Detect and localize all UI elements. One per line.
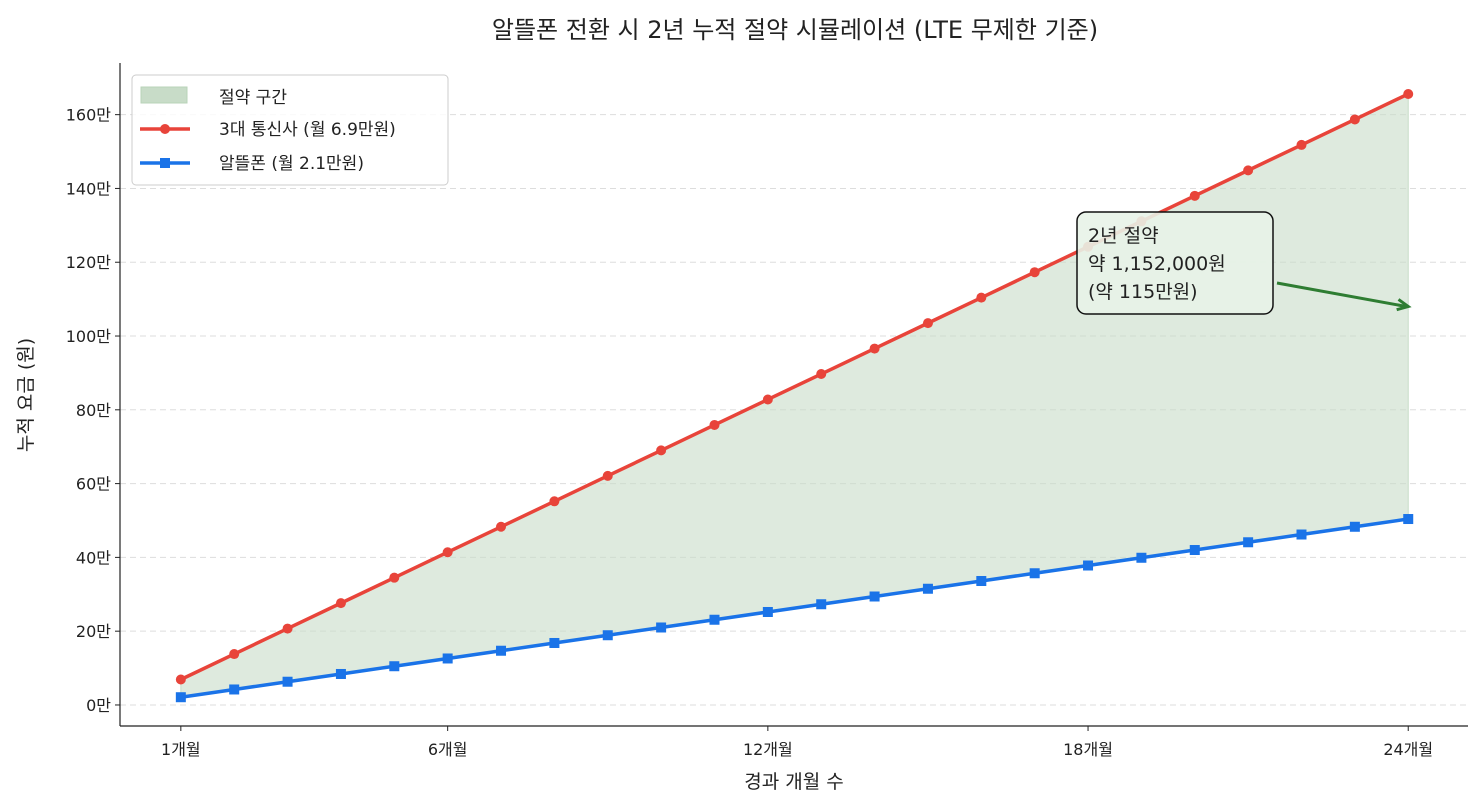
data-point [1243, 165, 1254, 176]
data-point [1189, 545, 1200, 556]
data-point [976, 292, 987, 303]
data-point [709, 419, 720, 430]
annotation-line-3: (약 115만원) [1088, 281, 1198, 303]
data-point [1029, 267, 1040, 278]
data-point [1403, 88, 1414, 99]
data-point [1029, 568, 1040, 579]
legend-blue-label: 알뜰폰 (월 2.1만원) [219, 154, 364, 174]
data-point [442, 547, 453, 558]
annotation: 2년 절약 약 1,152,000원 (약 115만원) [1076, 211, 1412, 315]
y-tick-label: 40만 [76, 548, 111, 567]
data-point [1296, 139, 1307, 150]
series-line-1 [180, 517, 1409, 699]
annotation-arrow [1276, 281, 1407, 308]
x-tick-label: 24개월 [1383, 740, 1433, 759]
legend-red-marker [160, 124, 170, 134]
y-tick-label: 140만 [66, 179, 112, 198]
data-point [602, 630, 613, 641]
data-point [282, 623, 293, 634]
data-point [282, 676, 293, 687]
y-tick-label: 160만 [66, 106, 112, 125]
data-point [175, 674, 186, 685]
data-point [229, 649, 240, 660]
data-point [1136, 552, 1147, 563]
x-axis-label: 경과 개월 수 [744, 771, 843, 793]
data-point [816, 599, 827, 610]
data-point [602, 470, 613, 481]
data-point [496, 521, 507, 532]
y-tick-label: 100만 [66, 327, 112, 346]
annotation-line-1: 2년 절약 [1088, 225, 1159, 247]
data-point [229, 684, 240, 695]
annotation-arrow-head [1396, 298, 1412, 312]
data-point [335, 598, 346, 609]
data-point [709, 614, 720, 625]
y-axis-label: 누적 요금 (원) [15, 338, 37, 452]
y-tick-label: 80만 [76, 401, 111, 420]
axes: 0만 20만 40만 60만 80만 100만 120만 140만 160만 1개월 6개월 12개월… [66, 63, 1468, 759]
data-point [389, 572, 400, 583]
series-line-0 [180, 92, 1409, 682]
legend-red-label: 3대 통신사 (월 6.9만원) [219, 120, 396, 140]
data-point [1403, 514, 1414, 525]
data-point [976, 576, 987, 587]
y-tick-label: 120만 [66, 253, 112, 272]
data-point [1189, 190, 1200, 201]
data-point [762, 606, 773, 617]
data-point [922, 583, 933, 594]
data-point [442, 653, 453, 664]
data-point [1083, 560, 1094, 571]
legend-blue-marker [160, 158, 170, 168]
y-tick-label: 60만 [76, 475, 111, 494]
series-group [175, 88, 1414, 703]
data-point [1296, 529, 1307, 540]
x-tick-label: 18개월 [1063, 740, 1113, 759]
data-point [656, 445, 667, 456]
data-point [869, 343, 880, 354]
legend-fill-label: 절약 구간 [219, 88, 287, 108]
chart-title: 알뜰폰 전환 시 2년 누적 절약 시뮬레이션 (LTE 무제한 기준) [492, 16, 1098, 44]
data-point [656, 622, 667, 633]
data-point [922, 318, 933, 329]
data-point [816, 369, 827, 380]
data-point [1349, 521, 1360, 532]
data-point [175, 692, 186, 703]
data-point [496, 645, 507, 656]
data-point [389, 661, 400, 672]
data-point [335, 668, 346, 679]
data-point [869, 591, 880, 602]
data-point [1243, 537, 1254, 548]
x-tick-label: 6개월 [428, 740, 468, 759]
x-tick-label: 1개월 [161, 740, 201, 759]
y-tick-label: 0만 [86, 696, 111, 715]
data-point [762, 394, 773, 405]
y-tick-label: 20만 [76, 622, 111, 641]
data-point [1349, 114, 1360, 125]
data-point [549, 496, 560, 507]
annotation-line-2: 약 1,152,000원 [1088, 253, 1226, 275]
x-tick-label: 12개월 [743, 740, 793, 759]
legend: 절약 구간 3대 통신사 (월 6.9만원) 알뜰폰 (월 2.1만원) [131, 74, 449, 186]
legend-fill-swatch [140, 86, 188, 104]
data-point [549, 637, 560, 648]
